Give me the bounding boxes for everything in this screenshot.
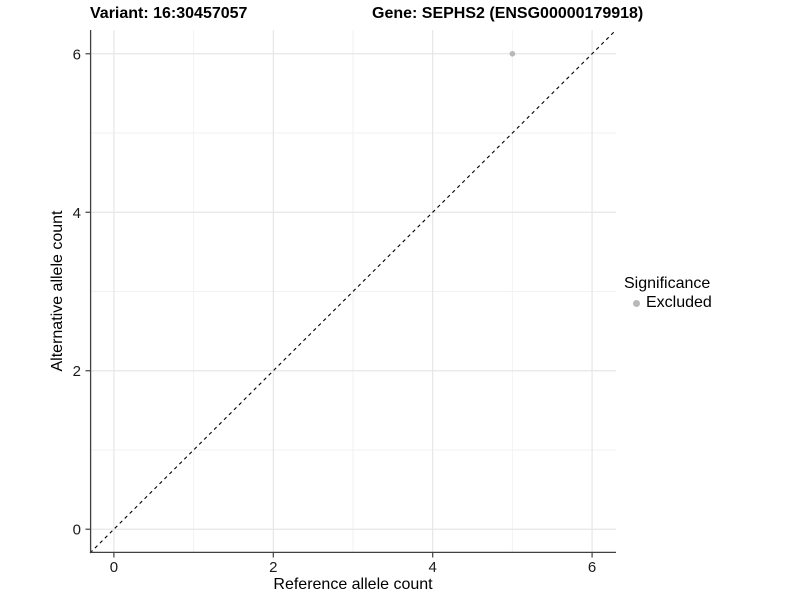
y-tick-label: 0: [73, 522, 81, 539]
legend: Significance Excluded: [624, 274, 712, 312]
excluded-point-icon: [633, 299, 640, 307]
legend-item-excluded: Excluded: [624, 294, 712, 312]
legend-item-label: Excluded: [646, 294, 712, 311]
x-tick-label: 6: [588, 559, 596, 576]
legend-title: Significance: [624, 275, 711, 292]
plot-title-gene: Gene: SEPHS2 (ENSG00000179918): [372, 5, 644, 22]
y-tick-label: 2: [73, 363, 81, 380]
x-tick-label: 0: [110, 559, 118, 576]
x-tick-label: 2: [269, 559, 277, 576]
data-point: [509, 50, 516, 57]
y-tick-label: 6: [73, 46, 81, 63]
x-tick-label: 4: [429, 559, 437, 576]
x-axis-label: Reference allele count: [273, 576, 433, 593]
identity-line: [89, 29, 617, 554]
plot-title-variant: Variant: 16:30457057: [90, 5, 248, 22]
y-tick-label: 4: [73, 205, 81, 222]
plot-panel: 0 2 4 6 0 2 4 6: [73, 29, 617, 576]
y-axis-label: Alternative allele count: [49, 210, 66, 372]
